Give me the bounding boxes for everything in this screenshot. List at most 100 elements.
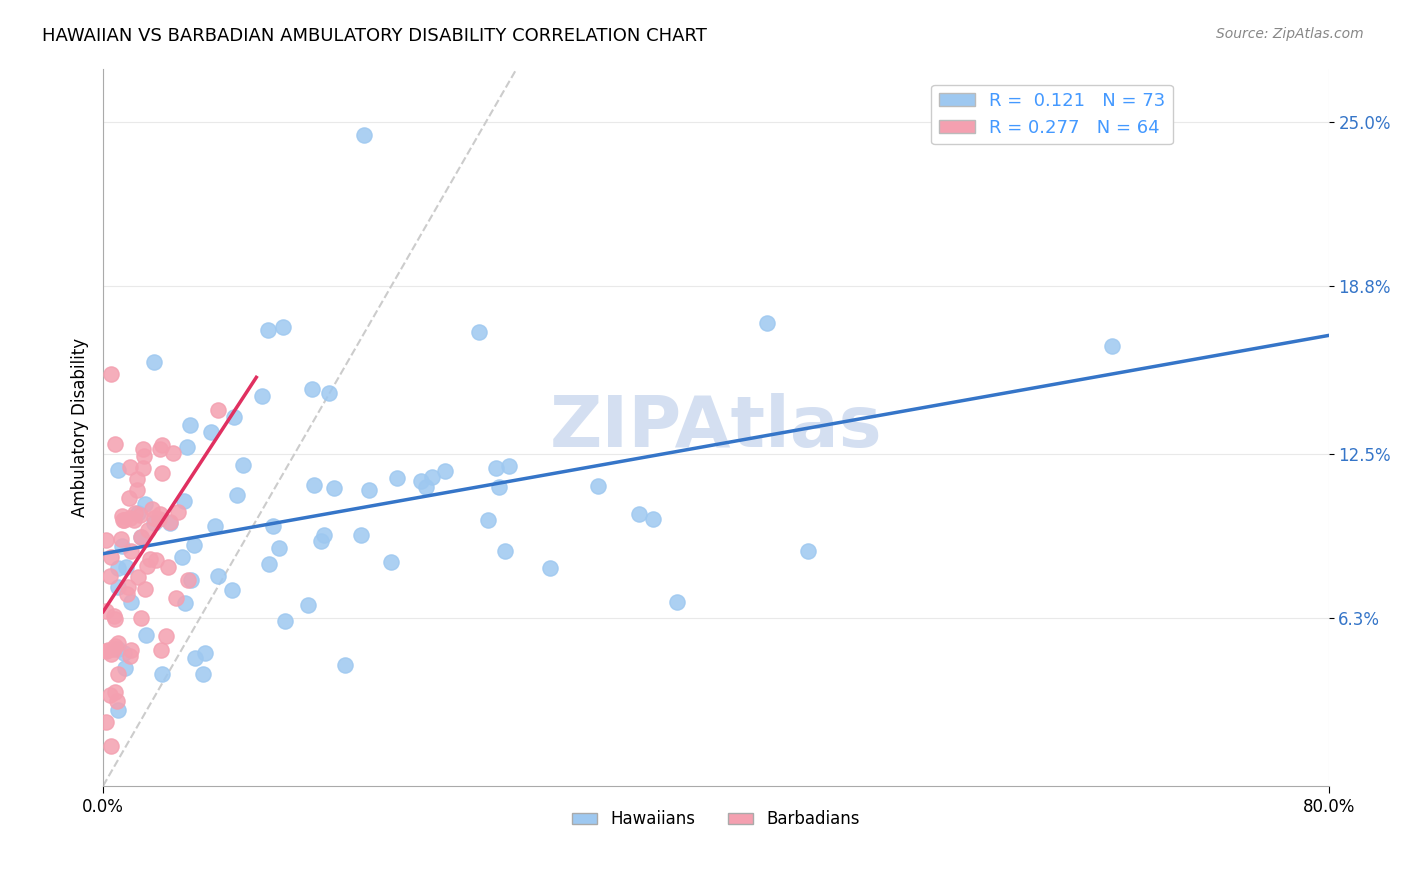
Hawaiians <box>262 519 284 533</box>
Barbadians <box>107 667 129 681</box>
Hawaiians <box>179 417 201 432</box>
Hawaiians <box>107 463 129 477</box>
Barbadians <box>115 587 138 601</box>
Barbadians <box>112 513 135 527</box>
Hawaiians <box>297 598 319 612</box>
Barbadians <box>149 507 172 521</box>
Hawaiians <box>129 529 152 543</box>
Barbadians <box>207 403 229 417</box>
Barbadians <box>165 591 187 605</box>
Barbadians <box>155 629 177 643</box>
Hawaiians <box>627 507 650 521</box>
Barbadians <box>124 513 146 527</box>
Barbadians <box>150 438 173 452</box>
Hawaiians <box>755 316 778 330</box>
Barbadians <box>104 639 127 653</box>
Hawaiians <box>114 559 136 574</box>
Hawaiians <box>468 325 491 339</box>
Hawaiians <box>159 516 181 530</box>
Hawaiians <box>180 573 202 587</box>
Hawaiians <box>143 516 166 530</box>
Hawaiians <box>221 583 243 598</box>
Hawaiians <box>586 479 609 493</box>
Barbadians <box>98 689 121 703</box>
Hawaiians <box>222 410 245 425</box>
Barbadians <box>177 574 200 588</box>
Barbadians <box>100 549 122 564</box>
Hawaiians <box>353 128 375 142</box>
Hawaiians <box>274 614 297 628</box>
Hawaiians <box>304 477 326 491</box>
Text: Source: ZipAtlas.com: Source: ZipAtlas.com <box>1216 27 1364 41</box>
Barbadians <box>136 523 159 537</box>
Barbadians <box>134 450 156 464</box>
Barbadians <box>139 551 162 566</box>
Hawaiians <box>111 539 134 553</box>
Barbadians <box>100 739 122 753</box>
Hawaiians <box>183 538 205 552</box>
Barbadians <box>142 511 165 525</box>
Hawaiians <box>127 506 149 520</box>
Barbadians <box>96 533 118 548</box>
Hawaiians <box>257 323 280 337</box>
Hawaiians <box>318 386 340 401</box>
Hawaiians <box>477 513 499 527</box>
Barbadians <box>103 642 125 657</box>
Barbadians <box>96 604 118 618</box>
Hawaiians <box>150 666 173 681</box>
Hawaiians <box>538 560 561 574</box>
Hawaiians <box>409 474 432 488</box>
Hawaiians <box>176 440 198 454</box>
Barbadians <box>117 580 139 594</box>
Hawaiians <box>494 544 516 558</box>
Barbadians <box>148 512 170 526</box>
Hawaiians <box>142 354 165 368</box>
Hawaiians <box>250 389 273 403</box>
Hawaiians <box>350 527 373 541</box>
Hawaiians <box>1101 338 1123 352</box>
Hawaiians <box>301 382 323 396</box>
Legend: Hawaiians, Barbadians: Hawaiians, Barbadians <box>565 804 868 835</box>
Barbadians <box>110 533 132 547</box>
Barbadians <box>162 446 184 460</box>
Hawaiians <box>796 544 818 558</box>
Hawaiians <box>267 541 290 555</box>
Barbadians <box>150 466 173 480</box>
Barbadians <box>125 472 148 486</box>
Hawaiians <box>174 597 197 611</box>
Hawaiians <box>232 458 254 473</box>
Hawaiians <box>420 470 443 484</box>
Hawaiians <box>107 580 129 594</box>
Barbadians <box>132 442 155 456</box>
Hawaiians <box>107 561 129 575</box>
Hawaiians <box>385 470 408 484</box>
Hawaiians <box>107 703 129 717</box>
Hawaiians <box>498 459 520 474</box>
Hawaiians <box>114 660 136 674</box>
Hawaiians <box>194 647 217 661</box>
Hawaiians <box>666 595 689 609</box>
Hawaiians <box>184 651 207 665</box>
Hawaiians <box>433 464 456 478</box>
Hawaiians <box>380 555 402 569</box>
Text: ZIPAtlas: ZIPAtlas <box>550 392 882 462</box>
Hawaiians <box>257 557 280 571</box>
Barbadians <box>96 714 118 729</box>
Hawaiians <box>120 595 142 609</box>
Hawaiians <box>191 666 214 681</box>
Hawaiians <box>226 488 249 502</box>
Barbadians <box>135 559 157 574</box>
Hawaiians <box>107 642 129 657</box>
Hawaiians <box>207 569 229 583</box>
Barbadians <box>132 460 155 475</box>
Hawaiians <box>204 519 226 533</box>
Hawaiians <box>314 528 336 542</box>
Hawaiians <box>200 425 222 439</box>
Barbadians <box>107 635 129 649</box>
Barbadians <box>131 530 153 544</box>
Barbadians <box>100 648 122 662</box>
Barbadians <box>149 442 172 456</box>
Barbadians <box>159 515 181 529</box>
Barbadians <box>118 491 141 505</box>
Hawaiians <box>485 460 508 475</box>
